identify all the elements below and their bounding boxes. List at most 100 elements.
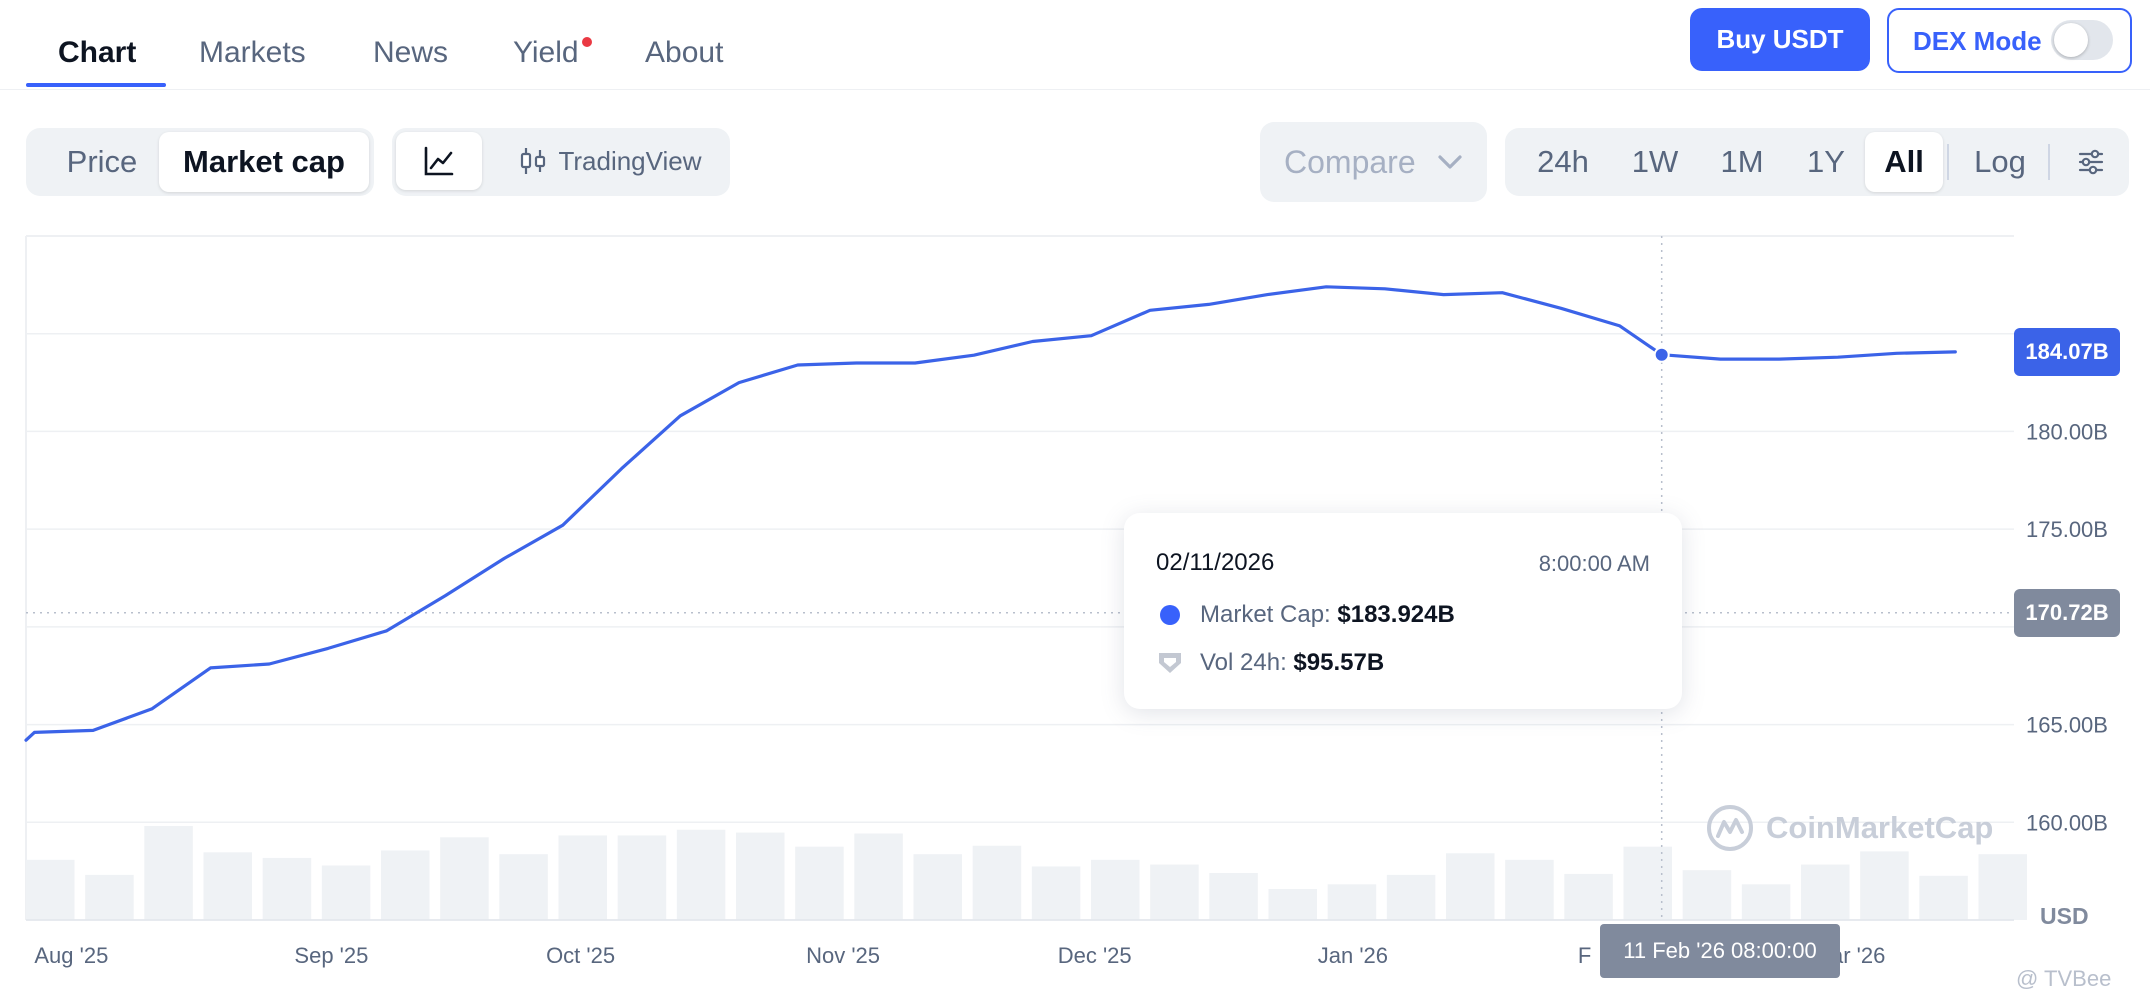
chart-style-switch: TradingView [392,128,730,196]
volume-bar [1564,873,1613,920]
volume-bar [1919,875,1968,920]
volume-legend-icon [1159,653,1181,673]
tooltip-volume-label: Vol 24h: [1200,649,1287,676]
volume-bar [913,854,963,920]
dex-mode-button[interactable]: DEX Mode [1887,8,2132,73]
volume-bar [854,833,903,920]
tooltip-market-cap-row: Market Cap: $183.924B [1200,601,1455,629]
tab-about[interactable]: About [645,36,724,69]
tooltip-market-cap-value: $183.924B [1337,601,1455,628]
volume-bar [321,865,371,920]
volume-bar [381,850,430,920]
volume-bar [1505,859,1554,920]
volume-bar [617,835,667,920]
line-chart-button[interactable] [396,132,482,190]
y-tick-label: 165.00B [2026,713,2108,738]
metric-switch: Price Market cap [26,128,374,196]
dex-mode-toggle[interactable] [2051,20,2113,60]
y-tick-label: 160.00B [2026,810,2108,835]
volume-bar [1446,853,1495,920]
range-24h[interactable]: 24h [1537,144,1589,179]
chart-tooltip: 02/11/2026 8:00:00 AM Market Cap: $183.9… [1124,513,1682,709]
compare-label: Compare [1284,144,1416,180]
coinmarketcap-watermark: CoinMarketCap [1704,800,1994,856]
candlestick-icon [521,148,546,174]
volume-bar [1860,851,1909,920]
range-divider [1947,144,1949,180]
volume-bar [262,857,312,920]
volume-bar [1327,884,1377,920]
tab-markets[interactable]: Markets [199,36,306,69]
hover-date-badge: 11 Feb '26 08:00:00 [1600,924,1840,978]
market-cap-tab[interactable]: Market cap [159,132,369,192]
settings-divider [2048,144,2050,180]
line-chart-icon [424,146,454,176]
sliders-icon [2078,149,2104,175]
volume-bar [440,837,489,920]
log-scale-toggle[interactable]: Log [1974,144,2026,179]
volume-bar [1741,884,1791,920]
price-tab[interactable]: Price [66,144,138,179]
reference-value-badge: 170.72B [2014,588,2120,637]
volume-bar [558,835,608,920]
range-1m[interactable]: 1M [1720,144,1764,179]
y-unit-label: USD [2040,903,2089,929]
tradingview-button[interactable]: TradingView [504,132,716,190]
volume-bar [1801,864,1850,920]
tab-yield[interactable]: Yield [513,36,579,69]
x-tick-label: Sep '25 [294,943,368,968]
volume-bar [676,829,726,920]
tooltip-volume-value: $95.57B [1293,649,1385,676]
volume-bar [203,852,253,920]
dex-mode-label: DEX Mode [1913,26,2042,56]
toggle-knob [2054,23,2088,57]
tab-chart[interactable]: Chart [58,36,137,69]
range-all[interactable]: All [1865,132,1943,192]
notification-dot [582,37,592,47]
volume-bar [85,874,134,920]
market-cap-legend-dot [1160,605,1180,625]
active-tab-indicator [26,83,166,87]
volume-bar [1978,854,2028,920]
x-tick-label: Aug '25 [34,943,108,968]
y-tick-label: 180.00B [2026,419,2108,444]
volume-bar [1386,874,1436,920]
tooltip-date: 02/11/2026 [1156,549,1275,576]
watermark-text: CoinMarketCap [1766,810,1994,845]
buy-usdt-button[interactable]: Buy USDT [1690,8,1870,71]
chevron-down-icon [1438,155,1462,169]
volume-bar [1091,859,1140,920]
chart-settings-button[interactable] [2061,132,2121,192]
volume-bar [1682,870,1732,920]
top-nav: Chart Markets News Yield About Buy USDT … [0,0,2150,90]
coinmarketcap-logo-icon [1707,805,1753,851]
volume-bar [972,845,1022,920]
range-1w[interactable]: 1W [1631,144,1679,179]
volume-bar [144,826,193,920]
x-tick-label: Nov '25 [806,943,880,968]
market-cap-line [24,285,1957,742]
tooltip-market-cap-label: Market Cap: [1200,601,1331,628]
x-tick-label: Oct '25 [546,943,615,968]
x-tick-label: Dec '25 [1058,943,1132,968]
range-1y[interactable]: 1Y [1807,144,1845,179]
credit-text: @ TVBee [2016,966,2112,991]
volume-bar [736,832,785,920]
current-value-badge: 184.07B [2014,327,2120,376]
tooltip-time: 8:00:00 AM [1538,551,1650,576]
volume-bar [1031,866,1081,920]
time-range-switch: 24h 1W 1M 1Y All Log [1505,128,2129,196]
volume-bar [1150,864,1199,920]
hover-point [1653,346,1670,363]
tooltip-volume-row: Vol 24h: $95.57B [1200,649,1384,677]
volume-bar [26,859,75,920]
tradingview-label: TradingView [558,145,702,176]
volume-bar [1268,888,1318,920]
y-tick-label: 175.00B [2026,517,2108,542]
compare-dropdown[interactable]: Compare [1260,122,1487,202]
volume-bar [1209,873,1258,920]
tab-news[interactable]: News [373,36,449,69]
x-tick-label: Jan '26 [1318,943,1388,968]
volume-bar [1623,846,1673,920]
